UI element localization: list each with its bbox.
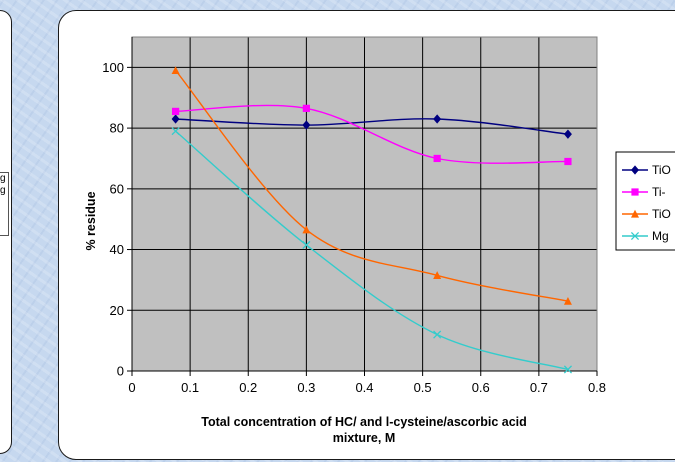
left-fragment-line-1: g — [0, 173, 6, 184]
series-markers — [171, 66, 572, 374]
x-tick-label-4: 0.4 — [355, 380, 373, 395]
x-tick-label-3: 0.3 — [297, 380, 315, 395]
series-1-point-3 — [564, 157, 572, 166]
x-axis-title-line-2: mixture, M — [333, 431, 396, 445]
axes: 0 20 40 60 80 100 0 0.1 0.2 0.3 0.4 0.5 0.6 0.7 0.8 — [102, 37, 606, 395]
y-tick-label-2: 40 — [110, 242, 124, 257]
series-3-point-3 — [563, 365, 572, 374]
series-1-point-1 — [302, 104, 310, 112]
x-tick-label-7: 0.7 — [530, 380, 548, 395]
series-2-point-3 — [563, 296, 572, 305]
series-line-0 — [175, 118, 568, 135]
series-2-point-1 — [302, 225, 311, 234]
series-0-point-2 — [433, 114, 442, 124]
y-tick-label-1: 20 — [110, 303, 124, 318]
series-0-point-3 — [563, 129, 572, 139]
legend-label-0: TiO — [652, 163, 671, 177]
legend-label-3: Mg — [652, 229, 669, 243]
legend-marker-2 — [631, 209, 639, 218]
x-tick-label-1: 0.1 — [181, 380, 199, 395]
series-1-point-2 — [433, 154, 441, 163]
series-0-point-0 — [171, 114, 180, 124]
legend-label-2: TiO — [652, 207, 671, 221]
y-tick-label-4: 80 — [110, 121, 124, 136]
y-tick-label-3: 60 — [110, 181, 124, 196]
legend-box — [615, 151, 675, 251]
series-3-point-2 — [433, 330, 442, 339]
legend-marker-3 — [630, 231, 640, 241]
series-line-1 — [175, 104, 568, 164]
legend-label-1: Ti- — [652, 185, 666, 199]
x-tick-label-8: 0.8 — [588, 380, 606, 395]
x-tick-label-0: 0 — [128, 380, 135, 395]
legend: TiO Ti- TiO Mg — [615, 151, 675, 251]
y-tick-label-0: 0 — [117, 364, 124, 379]
y-axis-title: % residue — [84, 191, 98, 250]
series-3-point-1 — [302, 240, 311, 250]
series-line-2 — [175, 69, 569, 302]
x-tick-label-2: 0.2 — [239, 380, 257, 395]
left-fragment-line-2: g — [0, 185, 6, 196]
series-2-point-2 — [433, 271, 442, 279]
legend-marker-0 — [631, 165, 639, 175]
series-0-point-1 — [302, 120, 311, 130]
x-axis-title-line-1: Total concentration of HC/ and l-cystein… — [201, 415, 527, 429]
x-tick-label-5: 0.5 — [414, 380, 432, 395]
x-tick-label-6: 0.6 — [472, 380, 490, 395]
series-line-3 — [175, 130, 569, 371]
legend-marker-1 — [631, 188, 639, 196]
series-2-point-0 — [171, 66, 180, 74]
y-tick-label-5: 100 — [102, 60, 124, 75]
series-1-point-0 — [171, 107, 180, 115]
series-lines — [175, 69, 569, 371]
left-table-fragment: g g — [0, 172, 9, 236]
series-3-point-0 — [171, 127, 180, 136]
